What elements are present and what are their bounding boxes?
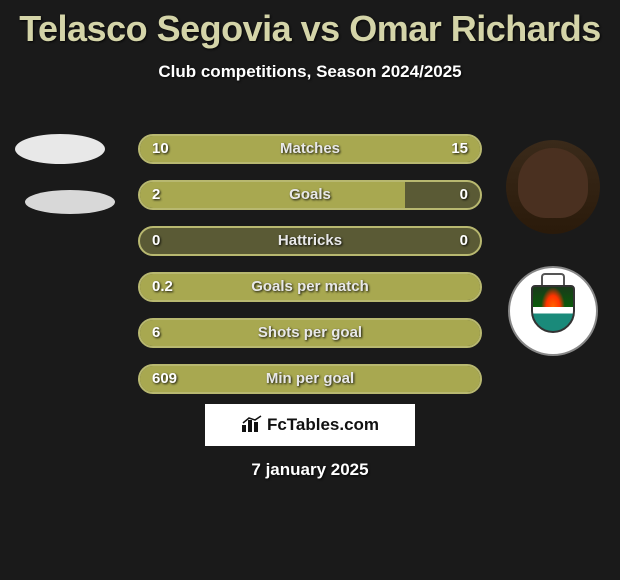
page-title: Telasco Segovia vs Omar Richards — [0, 0, 620, 50]
stat-label: Min per goal — [140, 366, 480, 392]
date-label: 7 january 2025 — [0, 460, 620, 480]
chart-icon — [241, 415, 263, 436]
stat-label: Matches — [140, 136, 480, 162]
stat-right-value: 0 — [460, 182, 468, 208]
subtitle: Club competitions, Season 2024/2025 — [0, 62, 620, 82]
stat-row: 0.2Goals per match — [138, 272, 482, 302]
stat-row: 2Goals0 — [138, 180, 482, 210]
stat-bars: 10Matches152Goals00Hattricks00.2Goals pe… — [138, 134, 482, 410]
stat-label: Shots per goal — [140, 320, 480, 346]
player-right-avatar — [506, 140, 600, 234]
player-right-club-logo — [508, 266, 598, 356]
stat-row: 609Min per goal — [138, 364, 482, 394]
player-left-avatar — [15, 134, 105, 164]
stat-row: 0Hattricks0 — [138, 226, 482, 256]
stat-label: Hattricks — [140, 228, 480, 254]
fctables-badge: FcTables.com — [205, 404, 415, 446]
player-left-club-logo — [25, 190, 115, 214]
stat-row: 6Shots per goal — [138, 318, 482, 348]
stats-area: 10Matches152Goals00Hattricks00.2Goals pe… — [0, 116, 620, 386]
stat-label: Goals per match — [140, 274, 480, 300]
stat-row: 10Matches15 — [138, 134, 482, 164]
stat-right-value: 0 — [460, 228, 468, 254]
stat-label: Goals — [140, 182, 480, 208]
fctables-label: FcTables.com — [267, 415, 379, 435]
stat-right-value: 15 — [451, 136, 468, 162]
